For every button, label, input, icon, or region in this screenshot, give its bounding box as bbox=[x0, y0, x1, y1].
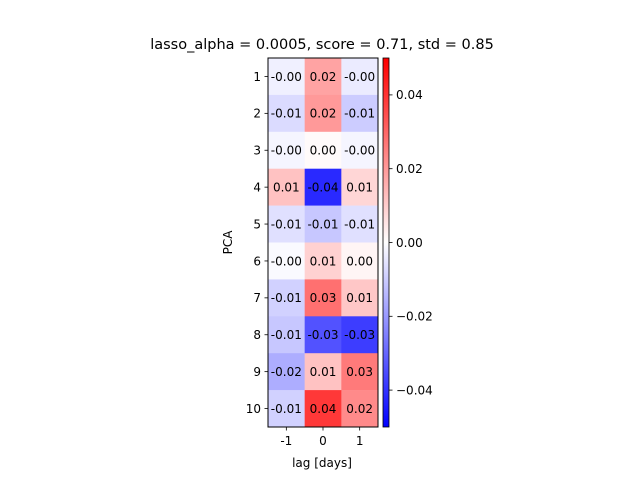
colorbar-tick-label: −0.04 bbox=[396, 383, 433, 397]
x-tick-label: -1 bbox=[280, 434, 292, 448]
cell-value-label: 0.01 bbox=[346, 291, 373, 305]
cell-value-label: -0.01 bbox=[271, 107, 302, 121]
heatmap-cell bbox=[341, 58, 379, 96]
cell-value-label: -0.01 bbox=[307, 217, 338, 231]
cell-value-label: -0.01 bbox=[271, 217, 302, 231]
heatmap-cell bbox=[268, 58, 305, 96]
y-tick-label: 1 bbox=[253, 70, 261, 84]
x-axis-ticks: -1 0 1 bbox=[280, 427, 363, 448]
cell-value-label: -0.03 bbox=[307, 328, 338, 342]
cell-value-label: -0.00 bbox=[271, 254, 302, 268]
cell-value-label: 0.01 bbox=[273, 180, 300, 194]
cell-value-label: -0.00 bbox=[344, 144, 375, 158]
heatmap-cell bbox=[341, 94, 379, 133]
cell-value-label: -0.00 bbox=[271, 70, 302, 84]
x-axis-label: lag [days] bbox=[292, 456, 352, 470]
cell-value-label: -0.02 bbox=[271, 365, 302, 379]
colorbar bbox=[382, 57, 390, 428]
heatmap-cell bbox=[341, 279, 379, 317]
y-tick-label: 4 bbox=[253, 180, 261, 194]
cell-value-label: 0.02 bbox=[346, 402, 373, 416]
heatmap-cell bbox=[268, 94, 305, 133]
heatmap-cell bbox=[341, 205, 379, 243]
cell-value-label: 0.00 bbox=[310, 144, 337, 158]
y-tick-label: 7 bbox=[253, 291, 261, 305]
cell-value-label: -0.01 bbox=[344, 217, 375, 231]
y-axis-ticks: 1 2 3 4 5 6 7 8 9 10 bbox=[246, 70, 268, 416]
colorbar-tick-label: 0.00 bbox=[396, 236, 423, 250]
cell-value-label: 0.02 bbox=[310, 70, 337, 84]
heatmap-cell bbox=[304, 390, 342, 428]
heatmap-cell bbox=[268, 353, 305, 391]
heatmap-cell bbox=[341, 131, 379, 169]
cell-value-label: 0.04 bbox=[310, 402, 337, 416]
cell-value-label: 0.00 bbox=[346, 254, 373, 268]
chart-title: lasso_alpha = 0.0005, score = 0.71, std … bbox=[150, 37, 494, 53]
cell-value-label: -0.01 bbox=[344, 107, 375, 121]
cell-value-label: -0.01 bbox=[271, 328, 302, 342]
cell-value-label: -0.03 bbox=[344, 328, 375, 342]
heatmap-cell bbox=[268, 390, 305, 428]
heatmap-cell bbox=[341, 390, 379, 428]
heatmap-cell bbox=[341, 353, 379, 391]
heatmap-cell bbox=[341, 168, 379, 206]
y-tick-label: 3 bbox=[253, 144, 261, 158]
cell-value-label: 0.01 bbox=[346, 180, 373, 194]
cell-value-label: -0.01 bbox=[271, 402, 302, 416]
x-tick-label: 0 bbox=[319, 434, 327, 448]
heatmap-cell bbox=[304, 353, 342, 391]
heatmap-cell bbox=[304, 279, 342, 317]
y-tick-label: 6 bbox=[253, 254, 261, 268]
heatmap-cell bbox=[304, 168, 342, 206]
heatmap-cell bbox=[304, 242, 342, 280]
heatmap-cell bbox=[268, 131, 305, 169]
heatmap-cells bbox=[268, 58, 379, 428]
y-axis-label: PCA bbox=[221, 230, 235, 255]
heatmap-cell bbox=[341, 242, 379, 280]
heatmap-cell bbox=[304, 131, 342, 169]
cell-value-label: 0.03 bbox=[346, 365, 373, 379]
heatmap-cell-labels: -0.00 0.02 -0.00 -0.01 0.02 -0.01 -0.00 0.00 -0.… bbox=[271, 70, 375, 416]
colorbar-tick-label: 0.04 bbox=[396, 88, 423, 102]
colorbar-ticks: 0.04 0.02 0.00 −0.02 −0.04 bbox=[389, 88, 433, 397]
heatmap-cell bbox=[268, 168, 305, 206]
colorbar-tick-label: −0.02 bbox=[396, 310, 433, 324]
heatmap-cell bbox=[304, 205, 342, 243]
y-tick-label: 9 bbox=[253, 365, 261, 379]
heatmap-cell bbox=[268, 316, 305, 354]
heatmap-cell bbox=[304, 58, 342, 96]
cell-value-label: -0.04 bbox=[307, 180, 338, 194]
cell-value-label: 0.03 bbox=[310, 291, 337, 305]
heatmap-cell bbox=[304, 316, 342, 354]
cell-value-label: 0.01 bbox=[310, 365, 337, 379]
cell-value-label: 0.02 bbox=[310, 107, 337, 121]
cell-value-label: -0.00 bbox=[271, 144, 302, 158]
heatmap-cell bbox=[341, 316, 379, 354]
cell-value-label: -0.00 bbox=[344, 70, 375, 84]
y-tick-label: 5 bbox=[253, 217, 261, 231]
y-tick-label: 2 bbox=[253, 107, 261, 121]
cell-value-label: 0.01 bbox=[310, 254, 337, 268]
heatmap-cell bbox=[268, 279, 305, 317]
cell-value-label: -0.01 bbox=[271, 291, 302, 305]
y-tick-label: 10 bbox=[246, 402, 261, 416]
heatmap-cell bbox=[268, 205, 305, 243]
y-tick-label: 8 bbox=[253, 328, 261, 342]
colorbar-tick-label: 0.02 bbox=[396, 162, 423, 176]
heatmap-cell bbox=[304, 94, 342, 133]
heatmap-cell bbox=[268, 242, 305, 280]
x-tick-label: 1 bbox=[356, 434, 364, 448]
